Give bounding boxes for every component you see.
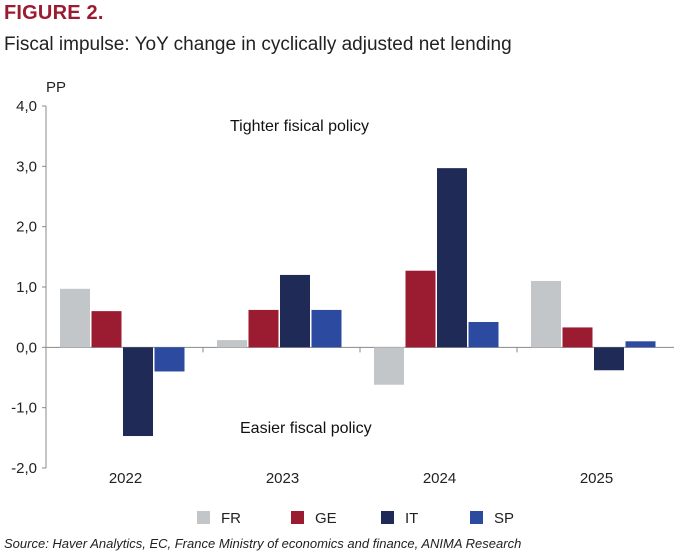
- annotation-easier: Easier fiscal policy: [240, 420, 372, 437]
- bar-it-2024: [437, 168, 467, 348]
- bar-fr-2022: [60, 288, 90, 348]
- legend-label-fr: FR: [221, 510, 241, 527]
- bar-sp-2025: [625, 341, 656, 348]
- bar-ge-2022: [91, 311, 122, 348]
- y-tick-label: 1,0: [16, 279, 37, 296]
- bar-fr-2023: [217, 340, 247, 348]
- legend-swatch-sp: [470, 511, 483, 524]
- legend-swatch-ge: [291, 511, 304, 524]
- bar-fr-2025: [531, 280, 561, 348]
- bar-it-2025: [594, 347, 624, 371]
- x-category-label: 2022: [109, 470, 142, 487]
- y-tick-label: -1,0: [11, 400, 37, 417]
- annotation-tighter: Tighter fisical policy: [230, 118, 369, 135]
- legend-label-sp: SP: [494, 510, 514, 527]
- x-category-label: 2024: [423, 470, 456, 487]
- bar-it-2022: [123, 347, 153, 437]
- y-tick-label: 4,0: [16, 98, 37, 115]
- chart-title: Fiscal impulse: YoY change in cyclically…: [4, 34, 512, 55]
- bar-sp-2023: [311, 309, 342, 348]
- legend-swatch-it: [381, 511, 394, 524]
- bar-fr-2024: [374, 347, 404, 385]
- y-axis-unit: PP: [46, 79, 66, 96]
- y-tick-label: 2,0: [16, 219, 37, 236]
- legend-label-ge: GE: [315, 510, 337, 527]
- bar-sp-2024: [468, 321, 499, 348]
- source-note: Source: Haver Analytics, EC, France Mini…: [4, 536, 522, 551]
- bar-ge-2023: [248, 309, 279, 348]
- x-category-label: 2025: [580, 470, 613, 487]
- x-category-label: 2023: [266, 470, 299, 487]
- bar-ge-2024: [405, 270, 436, 348]
- legend: FR GE IT SP: [197, 510, 514, 527]
- y-tick-label: -2,0: [11, 460, 37, 477]
- legend-label-it: IT: [405, 510, 418, 527]
- y-tick-label: 3,0: [16, 158, 37, 175]
- legend-swatch-fr: [197, 511, 210, 524]
- bar-ge-2025: [562, 327, 593, 348]
- bar-sp-2022: [154, 347, 185, 372]
- y-tick-label: 0,0: [16, 339, 37, 356]
- bar-it-2023: [280, 274, 310, 348]
- bars: 2022 2023 2024 2025: [60, 168, 656, 487]
- figure-label: FIGURE 2.: [4, 2, 104, 24]
